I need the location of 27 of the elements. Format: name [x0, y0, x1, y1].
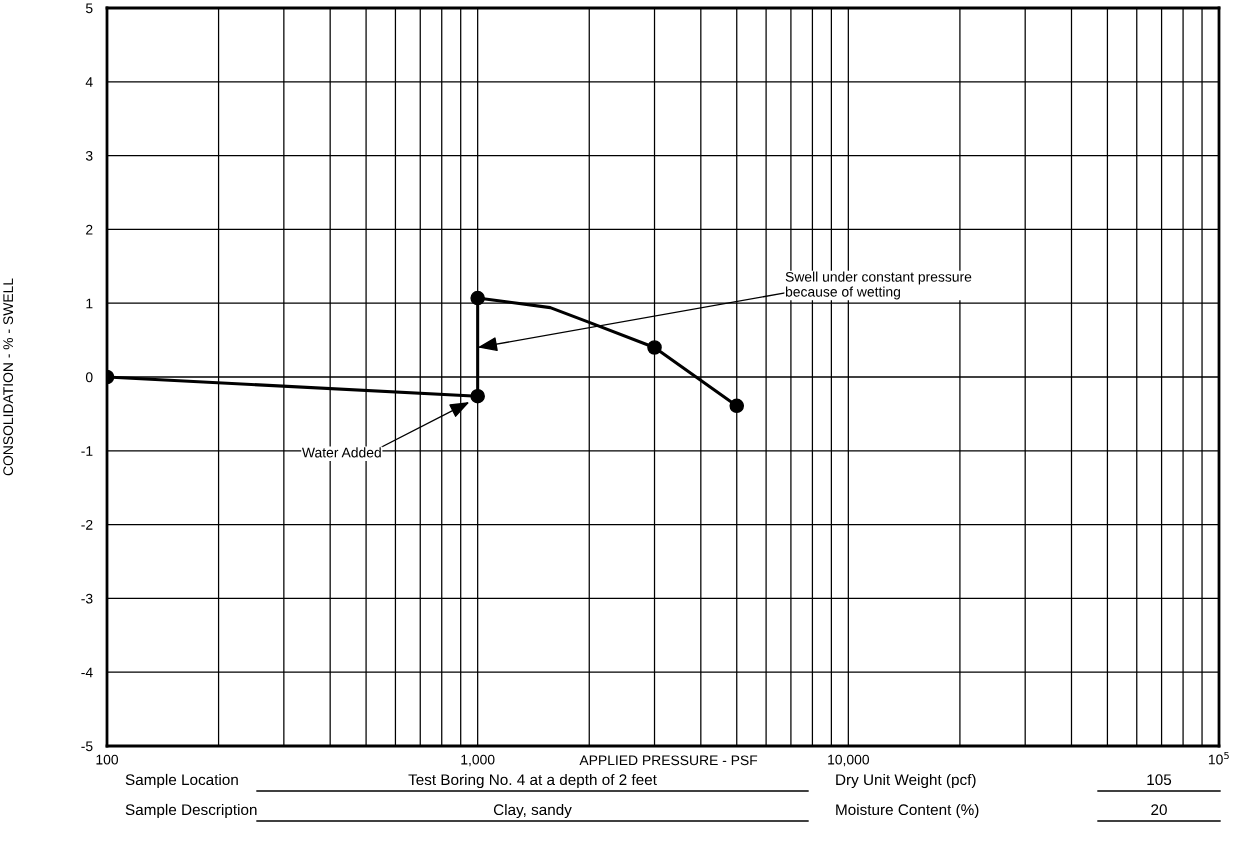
text: Moisture Content (%) [836, 803, 979, 819]
x-tick-label: 100 [96, 754, 119, 765]
text: Dry Unit Weight (pcf) [836, 773, 976, 789]
x-tick-label: 10,000 [828, 754, 870, 767]
y-tick-label: -3 [81, 593, 93, 604]
y-tick-label: 1 [86, 298, 93, 309]
y-tick-label: -4 [81, 667, 93, 678]
y-tick-label: -2 [81, 519, 93, 530]
text: 105 [1147, 774, 1172, 786]
text: Sample Description [125, 803, 257, 819]
y-tick-label: 2 [86, 224, 93, 235]
y-tick-label: 4 [85, 77, 93, 87]
text: Test Boring No. 4 at a depth of 2 feet [408, 773, 657, 789]
y-tick-label: 0 [85, 372, 93, 383]
text: 20 [1151, 804, 1167, 816]
text: Sample Location [125, 773, 238, 789]
y-tick-label: -1 [81, 446, 93, 456]
annotation: Water Added [301, 447, 381, 458]
y-tick-label: -5 [81, 741, 93, 752]
text: Clay, sandy [493, 803, 572, 819]
x-tick-label: 10$^{5}$ [1208, 751, 1229, 765]
x-tick-label: 1,000 [461, 754, 495, 767]
x-axis-title: APPLIED PRESSURE - PSF [579, 755, 758, 766]
y-tick-label: 5 [85, 3, 93, 14]
annotation: Swell under constant pressure because of wetting [785, 271, 972, 300]
y-axis-title: CONSOLIDATION - % - SWELL [3, 278, 14, 476]
y-tick-label: 3 [85, 150, 93, 161]
